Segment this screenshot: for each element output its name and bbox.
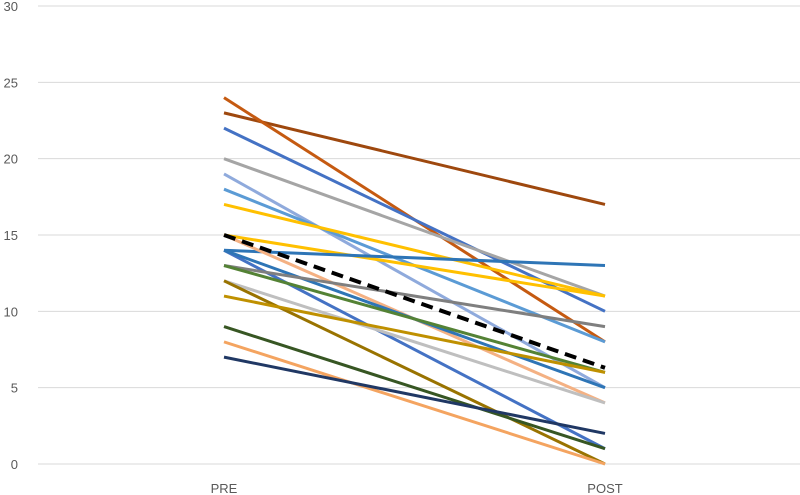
series-line-15 xyxy=(223,279,606,405)
series-line-17 xyxy=(223,294,606,374)
y-tick-label: 15 xyxy=(4,228,18,243)
series-line-5 xyxy=(223,172,606,389)
series-lines xyxy=(223,96,606,466)
y-tick-label: 10 xyxy=(4,304,18,319)
x-tick-label: POST xyxy=(587,481,622,495)
y-tick-label: 5 xyxy=(11,381,18,396)
x-tick-label: PRE xyxy=(211,481,238,495)
series-line-8 xyxy=(223,233,606,298)
series-line-1 xyxy=(223,111,606,206)
series-line-19 xyxy=(223,340,606,466)
y-tick-label: 30 xyxy=(4,0,18,14)
series-line-4 xyxy=(223,157,606,298)
y-tick-label: 20 xyxy=(4,152,18,167)
y-tick-label: 25 xyxy=(4,75,18,90)
series-line-18 xyxy=(223,325,606,451)
series-line-9 xyxy=(223,248,606,268)
series-line-13 xyxy=(223,264,606,329)
y-tick-label: 0 xyxy=(11,457,18,472)
y-axis-tick-labels: 0 5 10 15 20 25 30 xyxy=(4,0,18,472)
series-line-20 xyxy=(223,355,606,435)
series-line-mean xyxy=(223,233,606,370)
series-line-14 xyxy=(223,264,606,374)
series-line-7 xyxy=(223,203,606,298)
series-line-16 xyxy=(223,279,606,466)
x-axis-tick-labels: PRE POST xyxy=(211,481,623,495)
